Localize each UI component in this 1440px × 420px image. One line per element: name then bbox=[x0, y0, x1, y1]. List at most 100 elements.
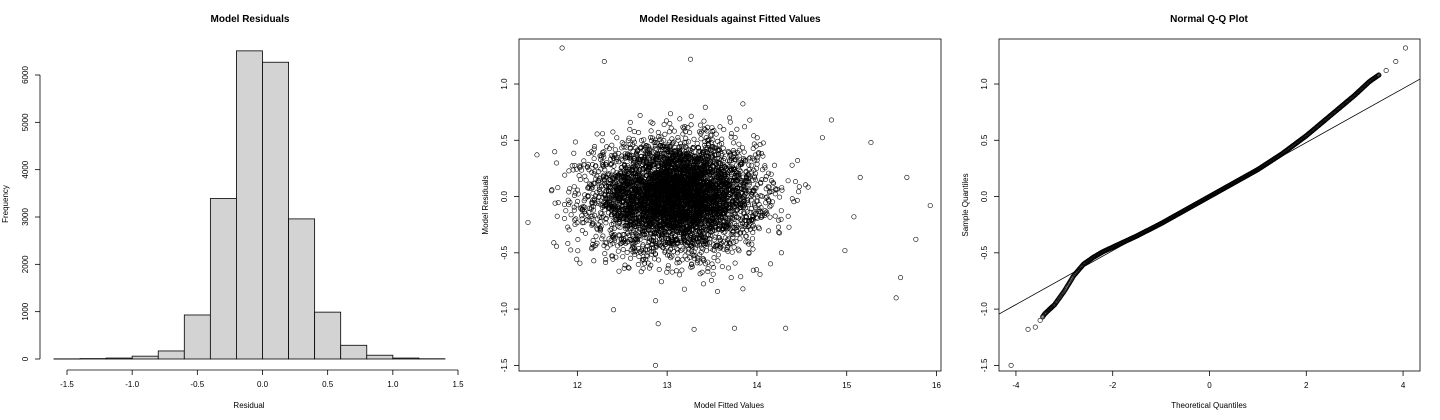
residual-point bbox=[606, 146, 612, 152]
residual-point bbox=[711, 242, 717, 248]
residual-point bbox=[796, 184, 802, 190]
histogram-y-label: Frequency bbox=[1, 185, 10, 223]
residual-point bbox=[640, 242, 646, 248]
residual-point bbox=[621, 144, 627, 150]
residual-point bbox=[669, 136, 675, 142]
histogram-x-tick-label: 0.0 bbox=[257, 380, 269, 389]
residual-point bbox=[730, 148, 736, 154]
histogram-bar bbox=[105, 357, 133, 360]
residual-point bbox=[687, 130, 693, 136]
residual-point bbox=[555, 185, 561, 191]
residual-point bbox=[732, 260, 738, 266]
residual-point bbox=[658, 134, 664, 140]
residual-point bbox=[760, 140, 766, 146]
residual-point bbox=[637, 113, 643, 119]
residual-point bbox=[707, 169, 713, 175]
residual-point bbox=[624, 250, 630, 256]
residual-point bbox=[772, 213, 778, 219]
residual-point bbox=[754, 161, 760, 167]
residual-point bbox=[789, 162, 795, 168]
residual-point bbox=[619, 145, 625, 151]
residual-point bbox=[566, 227, 572, 233]
residual-point bbox=[702, 104, 708, 110]
residual-point bbox=[786, 224, 792, 230]
residual-point bbox=[561, 202, 567, 208]
residual-point bbox=[645, 243, 651, 249]
histogram-y-tick-label: 0 bbox=[21, 356, 30, 361]
residual-point bbox=[741, 149, 747, 155]
residual-point bbox=[611, 307, 617, 313]
residual-point bbox=[609, 161, 615, 167]
residual-point bbox=[635, 171, 641, 177]
residual-point bbox=[669, 269, 675, 275]
residual-point bbox=[726, 205, 732, 211]
residual-point bbox=[698, 249, 704, 255]
residual-point bbox=[574, 202, 580, 208]
residual-point bbox=[616, 268, 622, 274]
residual-point bbox=[610, 129, 616, 135]
residual-point bbox=[727, 119, 733, 125]
residual-point bbox=[574, 256, 580, 262]
residual-point bbox=[711, 237, 717, 243]
residual-point bbox=[754, 267, 760, 273]
residual-point bbox=[737, 217, 743, 223]
residual-point bbox=[654, 160, 660, 166]
residual-point bbox=[620, 254, 626, 260]
residual-point bbox=[689, 248, 695, 254]
histogram-x-label: Residual bbox=[233, 401, 264, 410]
residual-point bbox=[643, 170, 649, 176]
residual-point bbox=[733, 238, 739, 244]
residual-point bbox=[728, 155, 734, 161]
residual-point bbox=[613, 158, 619, 164]
residual-point bbox=[572, 190, 578, 196]
residual-point bbox=[592, 144, 598, 150]
residual-point bbox=[715, 258, 721, 264]
residual-point bbox=[603, 216, 609, 222]
residual-point bbox=[589, 216, 595, 222]
residual-point bbox=[563, 208, 569, 214]
residual-point bbox=[616, 151, 622, 157]
residual-point bbox=[724, 224, 730, 230]
histogram-bar bbox=[236, 50, 263, 360]
residual-point bbox=[731, 150, 737, 156]
residual-point bbox=[553, 243, 559, 249]
residual-point bbox=[796, 189, 802, 195]
residual-point bbox=[618, 156, 624, 162]
residual-point bbox=[646, 265, 652, 271]
residual-point bbox=[668, 240, 674, 246]
residual-point bbox=[594, 216, 600, 222]
residual-point bbox=[757, 142, 763, 148]
residual-point bbox=[604, 245, 610, 251]
residual-point bbox=[699, 149, 705, 155]
residual-point bbox=[696, 129, 702, 135]
residual-point bbox=[732, 225, 738, 231]
residual-point bbox=[721, 155, 727, 161]
residual-point bbox=[592, 212, 598, 218]
residual-point bbox=[631, 139, 637, 145]
residual-point bbox=[715, 252, 721, 258]
residual-point bbox=[626, 135, 632, 141]
residual-point bbox=[710, 271, 716, 277]
residual-point bbox=[675, 137, 681, 143]
residual-point bbox=[602, 251, 608, 257]
residual-point bbox=[636, 254, 642, 260]
histogram-bar bbox=[209, 198, 237, 360]
residual-point bbox=[676, 144, 682, 150]
histogram-bar bbox=[183, 314, 211, 360]
residual-point bbox=[605, 171, 611, 177]
histogram-panel: Model Residuals -1.5 -1.0 -0.5 0.0 0.5 1.0 1.5… bbox=[1, 14, 464, 410]
residual-point bbox=[701, 118, 707, 124]
residual-point bbox=[767, 261, 773, 267]
residual-point bbox=[775, 224, 781, 230]
residual-point bbox=[785, 178, 791, 184]
residual-point bbox=[642, 235, 648, 241]
residual-point bbox=[585, 151, 591, 157]
residual-point bbox=[757, 271, 763, 277]
residual-point bbox=[598, 157, 604, 163]
residual-point bbox=[727, 115, 733, 121]
residual-point bbox=[754, 135, 760, 141]
residual-point bbox=[640, 265, 646, 271]
residual-point bbox=[586, 217, 592, 223]
residual-point bbox=[752, 177, 758, 183]
residual-point bbox=[764, 194, 770, 200]
